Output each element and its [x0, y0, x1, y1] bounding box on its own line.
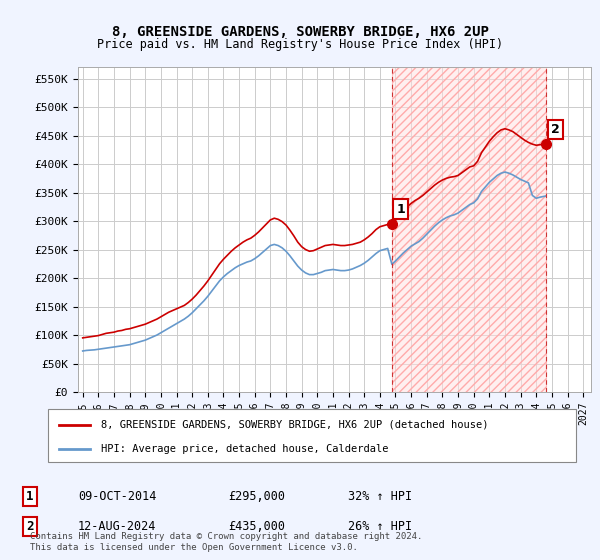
- Text: 8, GREENSIDE GARDENS, SOWERBY BRIDGE, HX6 2UP: 8, GREENSIDE GARDENS, SOWERBY BRIDGE, HX…: [112, 25, 488, 39]
- Text: Price paid vs. HM Land Registry's House Price Index (HPI): Price paid vs. HM Land Registry's House …: [97, 38, 503, 51]
- FancyBboxPatch shape: [48, 409, 576, 462]
- Text: Contains HM Land Registry data © Crown copyright and database right 2024.
This d: Contains HM Land Registry data © Crown c…: [30, 532, 422, 552]
- Text: 09-OCT-2014: 09-OCT-2014: [78, 490, 157, 503]
- Text: 2: 2: [551, 123, 559, 136]
- Text: £295,000: £295,000: [228, 490, 285, 503]
- Text: £435,000: £435,000: [228, 520, 285, 533]
- Text: 1: 1: [26, 490, 34, 503]
- Text: HPI: Average price, detached house, Calderdale: HPI: Average price, detached house, Cald…: [101, 444, 388, 454]
- Text: 26% ↑ HPI: 26% ↑ HPI: [348, 520, 412, 533]
- Text: 1: 1: [397, 203, 406, 216]
- Text: 8, GREENSIDE GARDENS, SOWERBY BRIDGE, HX6 2UP (detached house): 8, GREENSIDE GARDENS, SOWERBY BRIDGE, HX…: [101, 420, 488, 430]
- Text: 2: 2: [26, 520, 34, 533]
- Text: 12-AUG-2024: 12-AUG-2024: [78, 520, 157, 533]
- Text: 32% ↑ HPI: 32% ↑ HPI: [348, 490, 412, 503]
